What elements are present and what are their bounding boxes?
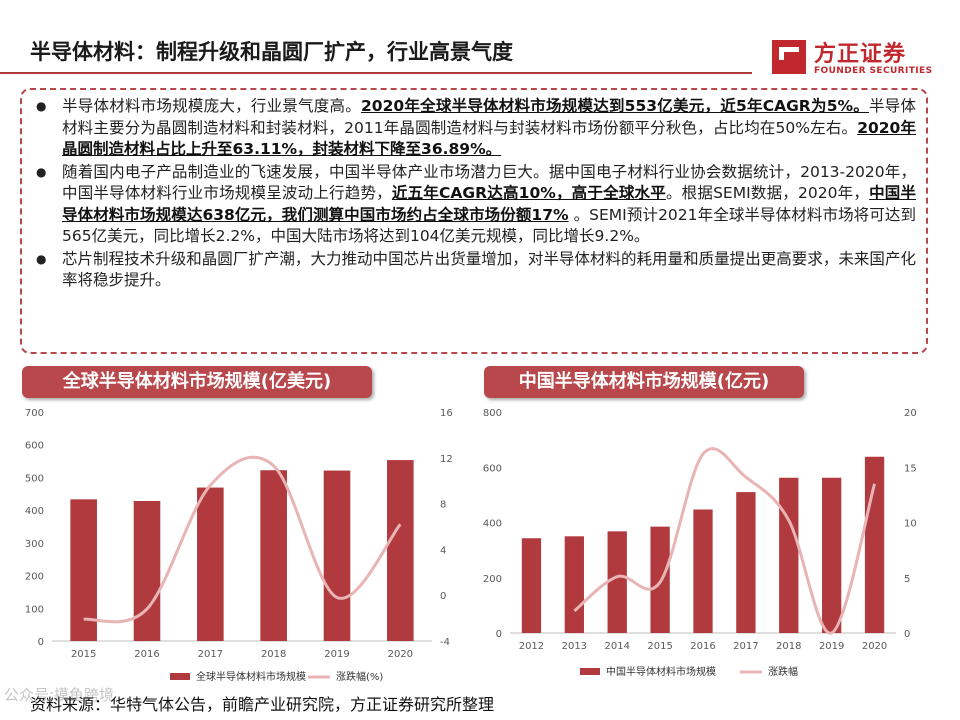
watermark: 公众号:摸鱼跨境: [4, 686, 115, 704]
y-tick-label: 400: [483, 519, 502, 530]
y2-tick-label: 8: [440, 500, 446, 511]
bullet-text: 随着国内电子产品制造业的飞速发展，中国半导体产业市场潜力巨大。据中国电子材料行业…: [62, 162, 916, 248]
y-tick-label: 600: [25, 441, 44, 452]
bullet-dot-icon: ●: [36, 251, 47, 266]
body-text: 随着国内电子产品制造业的飞速发展，中国半导体产业市场潜力巨大。据中国电子材料行业…: [62, 162, 916, 203]
bar: [564, 536, 584, 633]
x-tick-label: 2014: [604, 641, 629, 652]
y-tick-label: 300: [25, 539, 44, 550]
x-tick-label: 2016: [134, 649, 159, 660]
x-tick-label: 2017: [198, 649, 223, 660]
x-tick-label: 2019: [819, 641, 844, 652]
company-logo: 方正证券 FOUNDER SECURITIES: [770, 36, 940, 84]
body-text: 。SEMI预计2021年全球半导体材料市场将可达到565亿美元，同比增长2.2%…: [62, 205, 916, 246]
legend-bar-label: 全球半导体材料市场规模: [196, 670, 306, 683]
highlight-text: 近五年CAGR达高10%，高于全球水平: [391, 184, 666, 202]
y2-tick-label: 16: [440, 408, 453, 419]
y-tick-label: 100: [25, 604, 44, 615]
bullet-item: ● 半导体材料市场规模庞大，行业景气度高。2020年全球半导体材料市场规模达到5…: [32, 96, 916, 161]
legend-bar-swatch: [170, 673, 190, 680]
x-tick-label: 2017: [733, 641, 758, 652]
x-tick-label: 2015: [647, 641, 672, 652]
china-market-chart: 0 200 400 600 800 0 5 10 15 20 2012 2013 2014 2015 201…: [483, 408, 917, 678]
x-tick-label: 2018: [261, 649, 286, 660]
bar: [779, 477, 799, 633]
logo-mark-icon: [772, 40, 806, 74]
x-tick-label: 2013: [562, 641, 587, 652]
bullet-dot-icon: ●: [36, 164, 47, 179]
bar: [864, 456, 885, 633]
bar: [70, 499, 97, 641]
x-tick-label: 2015: [71, 649, 96, 660]
bullet-item: ● 芯片制程技术升级和晶圆厂扩产潮，大力推动中国芯片出货量增加，对半导体材料的耗…: [32, 249, 916, 292]
bullet-text: 芯片制程技术升级和晶圆厂扩产潮，大力推动中国芯片出货量增加，对半导体材料的耗用量…: [62, 249, 916, 292]
global-chart-banner: 全球半导体材料市场规模(亿美元): [22, 366, 372, 398]
y-tick-label: 800: [483, 408, 502, 419]
body-text: 半导体材料市场规模庞大，行业景气度高。: [62, 97, 361, 115]
body-text: 半导体材料主要分为晶圆制造材料和封装材料，2011年晶圆制造材料与封装材料市场份…: [62, 97, 916, 137]
bar: [736, 492, 756, 633]
legend-line-label: 涨跌幅(%): [336, 670, 383, 683]
y-tick-label: 0: [496, 629, 502, 640]
body-text: 芯片制程技术升级和晶圆厂扩产潮，大力推动中国芯片出货量增加，对半导体材料的耗用量…: [62, 249, 916, 290]
bar: [323, 470, 351, 641]
highlight-text: 2020年全球半导体材料市场规模达到553亿美元，近5年CAGR为5%。: [361, 97, 870, 115]
line-series: [573, 447, 876, 635]
y-tick-label: 0: [38, 637, 44, 648]
bar: [822, 477, 842, 633]
bar: [521, 538, 542, 633]
y2-tick-label: 4: [440, 545, 446, 556]
y2-tick-label: 5: [904, 574, 910, 585]
y2-tick-label: 0: [440, 591, 446, 602]
china-chart-banner: 中国半导体材料市场规模(亿元): [484, 366, 804, 398]
y2-tick-label: 20: [904, 408, 917, 419]
bar: [197, 487, 224, 641]
legend-bar-swatch: [580, 668, 600, 675]
y-tick-label: 500: [25, 473, 44, 484]
y2-tick-label: -4: [440, 637, 450, 648]
source-note: 资料来源：华特气体公告，前瞻产业研究院，方正证券研究所整理: [30, 695, 495, 714]
y2-tick-label: 10: [904, 519, 917, 530]
title-divider: [0, 72, 752, 74]
logo-text: 方正证券: [814, 42, 907, 67]
page-title: 半导体材料：制程升级和晶圆厂扩产，行业高景气度: [30, 40, 513, 64]
bullet-dot-icon: ●: [36, 99, 47, 113]
logo-subtext: FOUNDER SECURITIES: [814, 66, 933, 76]
y-tick-label: 200: [483, 574, 502, 585]
bar: [607, 531, 627, 633]
y-tick-label: 700: [25, 408, 44, 419]
bar: [133, 500, 161, 641]
x-tick-label: 2012: [519, 641, 544, 652]
legend-bar-label: 中国半导体材料市场规模: [606, 665, 716, 678]
x-tick-label: 2020: [862, 641, 887, 652]
bullet-item: ● 随着国内电子产品制造业的飞速发展，中国半导体产业市场潜力巨大。据中国电子材料…: [32, 162, 916, 248]
y2-tick-label: 0: [904, 629, 910, 640]
x-tick-label: 2020: [388, 649, 413, 660]
bar: [260, 470, 287, 641]
y2-tick-label: 12: [440, 454, 453, 465]
y-tick-label: 200: [25, 572, 44, 583]
bar: [387, 460, 414, 641]
x-tick-label: 2016: [690, 641, 715, 652]
x-tick-label: 2019: [324, 649, 349, 660]
x-tick-label: 2018: [776, 641, 801, 652]
bar: [693, 509, 713, 633]
summary-box: ● 半导体材料市场规模庞大，行业景气度高。2020年全球半导体材料市场规模达到5…: [20, 88, 928, 354]
y-tick-label: 600: [483, 463, 502, 474]
y2-tick-label: 15: [904, 463, 917, 474]
body-text: 。根据SEMI数据，2020年，: [665, 184, 870, 202]
highlight-text: 2020年晶圆制造材料占比上升至63.11%，封装材料下降至36.89%。: [62, 118, 917, 159]
legend-line-label: 涨跌幅: [768, 665, 798, 678]
global-market-chart: 0 100 200 300 400 500 600 700 -4 0 4 8 12 16 2015 2016 2…: [25, 408, 453, 683]
line-series: [83, 455, 402, 624]
bullet-text: 半导体材料市场规模庞大，行业景气度高。2020年全球半导体材料市场规模达到553…: [62, 96, 916, 161]
y-tick-label: 400: [25, 506, 44, 517]
highlight-text: 中国半导体材料市场规模达638亿元，我们测算中国市场约占全球市场份额17%: [62, 184, 916, 224]
